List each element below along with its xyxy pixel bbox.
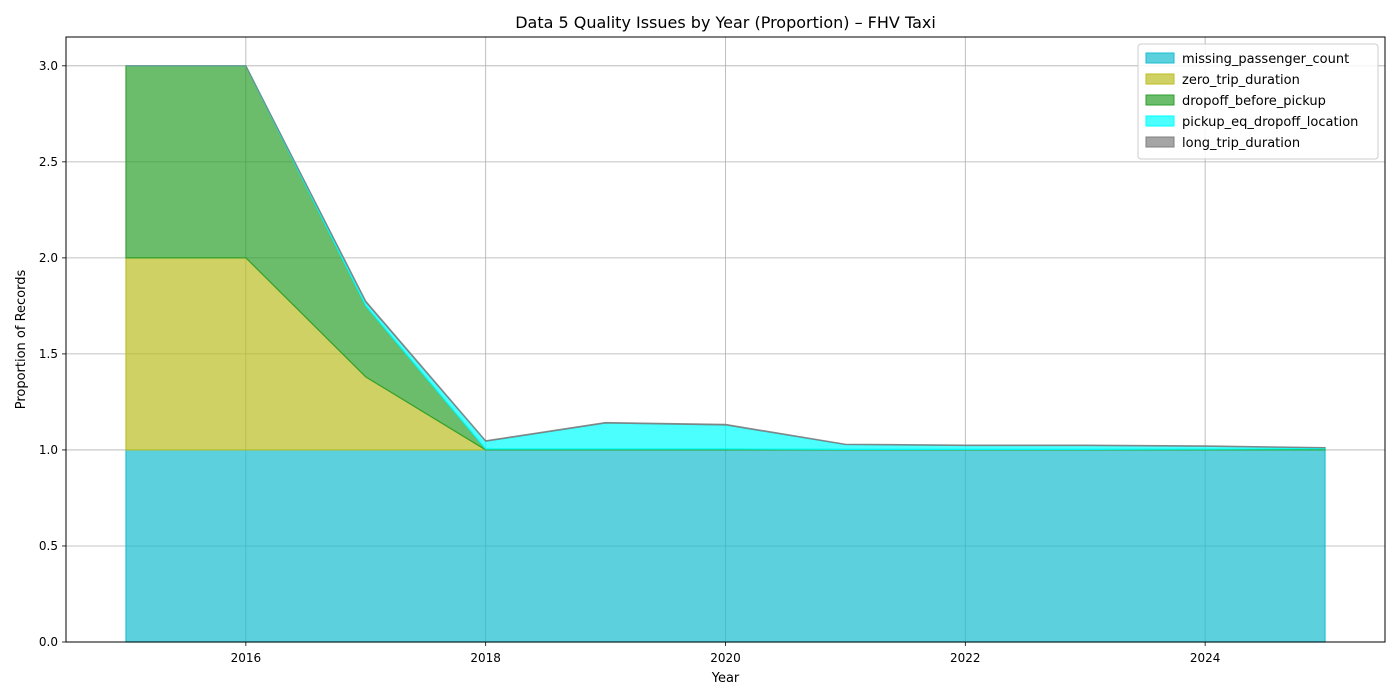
legend-label: missing_passenger_count (1182, 52, 1349, 67)
y-tick-label: 1.5 (39, 347, 58, 361)
area-long-trip-duration (125, 65, 1326, 449)
y-tick-label: 2.0 (39, 251, 58, 265)
legend-swatch (1145, 73, 1175, 85)
legend-label: dropoff_before_pickup (1182, 94, 1326, 109)
y-tick-label: 0.0 (39, 635, 58, 649)
legend-swatch (1145, 136, 1175, 148)
legend: missing_passenger_count zero_trip_duratio… (1137, 43, 1379, 160)
x-tick-label: 2024 (1190, 651, 1221, 665)
y-tick-label: 2.5 (39, 155, 58, 169)
y-tick-label: 1.0 (39, 443, 58, 457)
y-tick-label: 0.5 (39, 539, 58, 553)
y-axis-title: Proportion of Records (14, 269, 29, 409)
legend-label: pickup_eq_dropoff_location (1182, 115, 1358, 130)
legend-swatch (1145, 115, 1175, 127)
x-tick-label: 2018 (470, 651, 501, 665)
y-tick-label: 3.0 (39, 59, 58, 73)
legend-swatch (1145, 94, 1175, 106)
axis-ticks: 2016 2018 2020 2022 2024 0.0 0.5 1.0 1.5 2.0 2.5 3.… (39, 59, 1221, 665)
x-tick-label: 2016 (231, 651, 262, 665)
legend-label: long_trip_duration (1182, 136, 1300, 151)
x-axis-title: Year (711, 671, 740, 686)
x-tick-label: 2022 (950, 651, 981, 665)
x-tick-label: 2020 (710, 651, 741, 665)
legend-swatch (1145, 52, 1175, 64)
area-missing-passenger-count (125, 449, 1326, 643)
legend-box (1137, 43, 1379, 160)
legend-label: zero_trip_duration (1182, 73, 1300, 88)
chart-title: Data 5 Quality Issues by Year (Proportio… (515, 13, 936, 32)
